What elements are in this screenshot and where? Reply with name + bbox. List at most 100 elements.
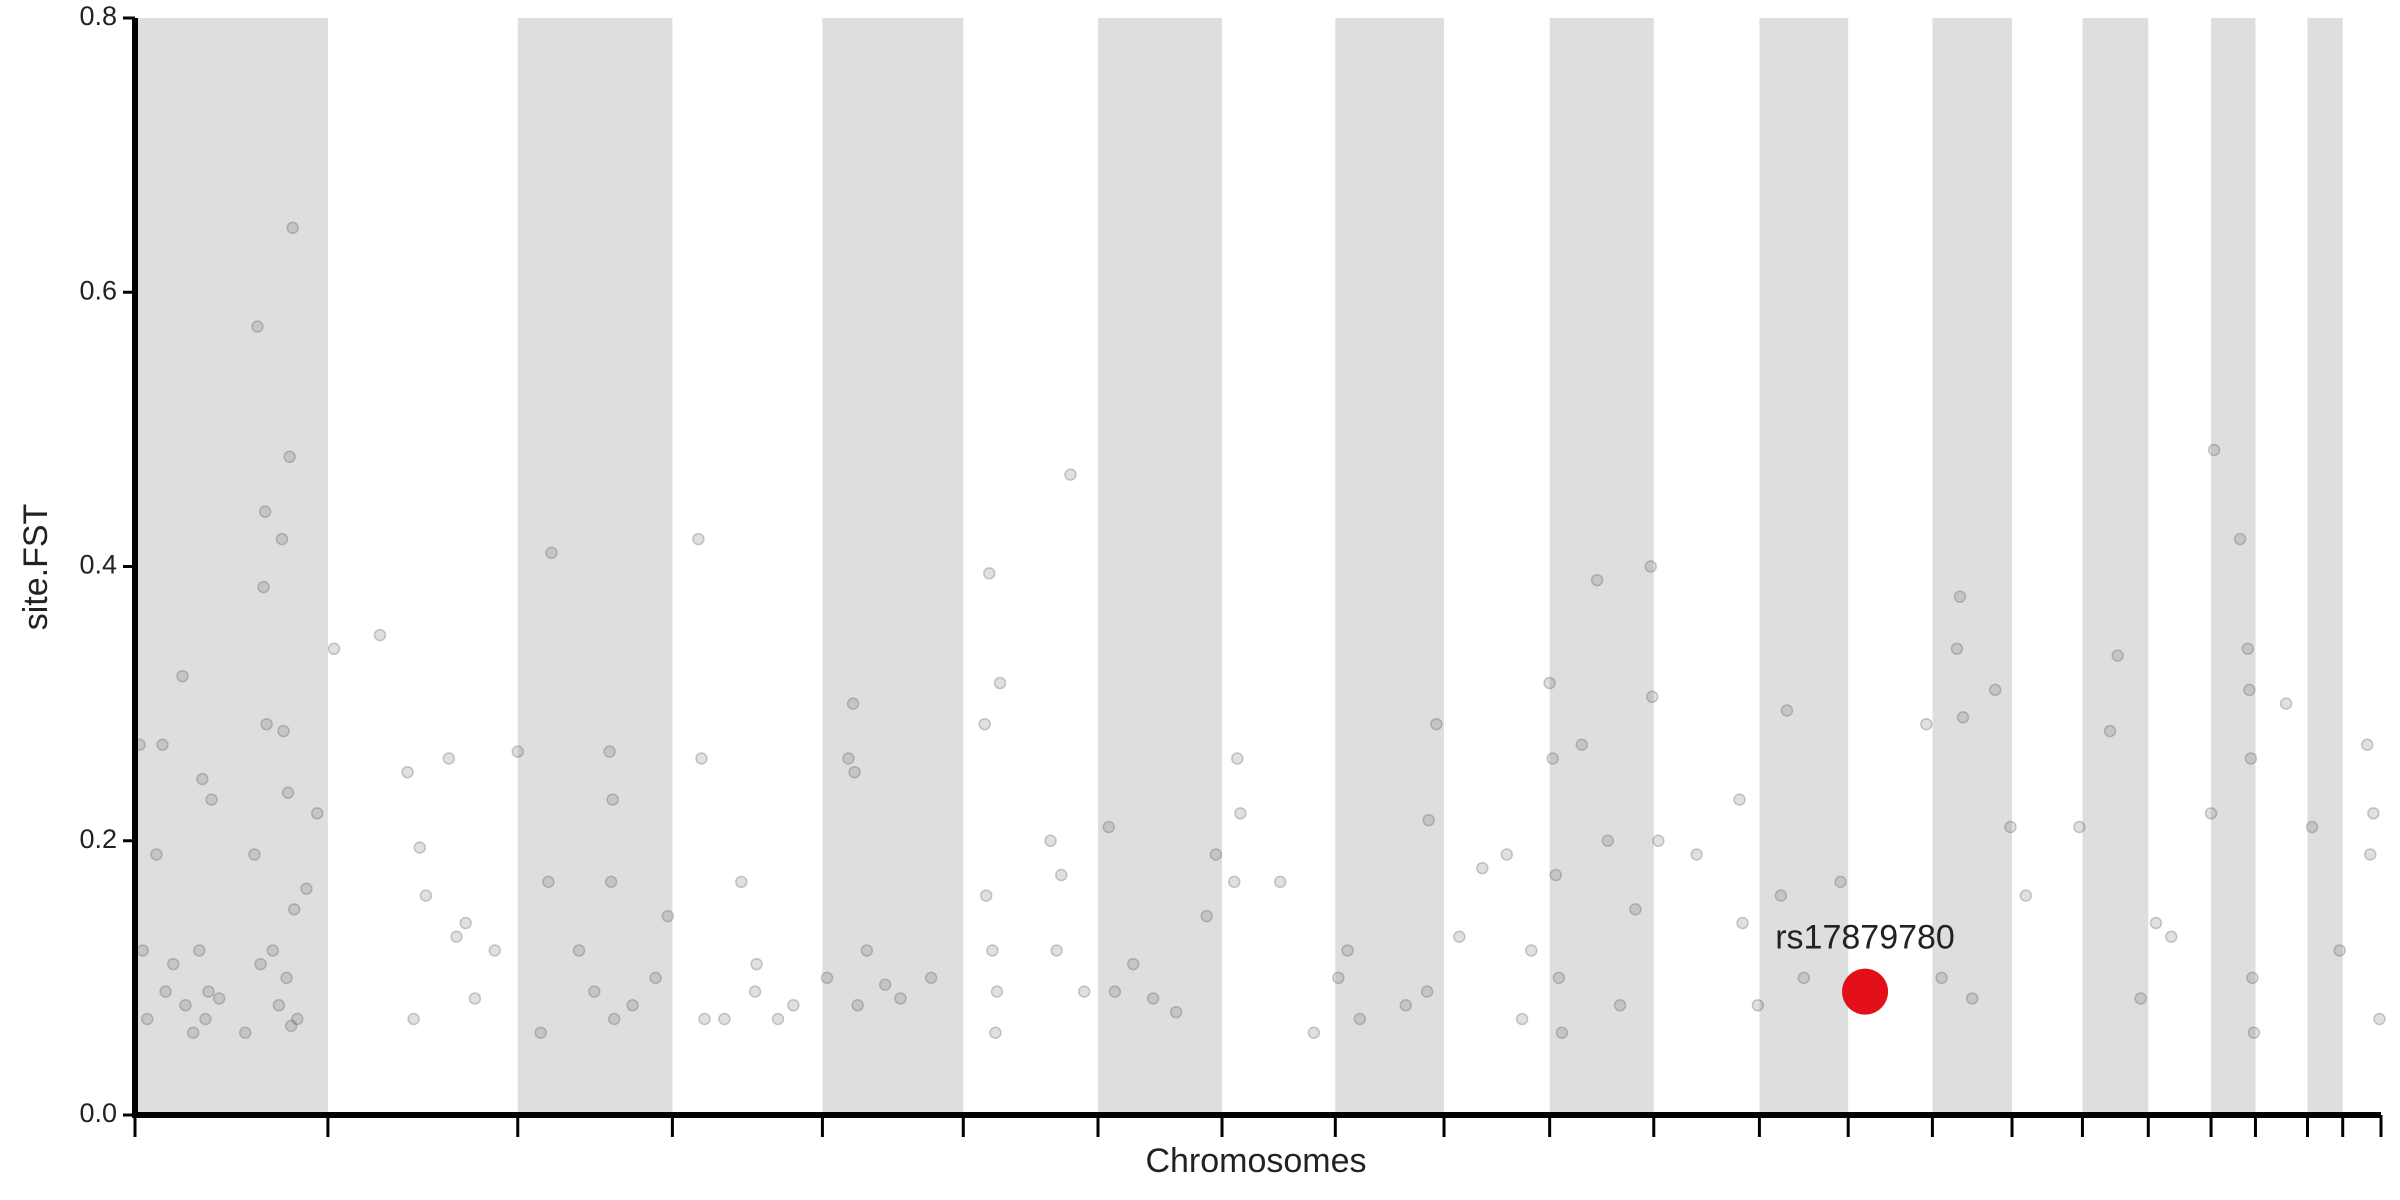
point bbox=[1644, 560, 1657, 573]
point bbox=[2134, 992, 2147, 1005]
point bbox=[771, 1012, 785, 1026]
point bbox=[2207, 443, 2221, 457]
point bbox=[266, 944, 280, 957]
point bbox=[2204, 807, 2218, 820]
chromosome-band bbox=[1335, 18, 1445, 1115]
point bbox=[176, 669, 189, 683]
y-tick-label: 0.6 bbox=[79, 275, 117, 305]
point bbox=[179, 999, 192, 1012]
point bbox=[272, 999, 286, 1012]
point bbox=[2360, 738, 2374, 752]
point bbox=[1645, 690, 1659, 704]
point bbox=[1690, 848, 1703, 861]
point bbox=[860, 944, 874, 957]
point bbox=[2279, 697, 2293, 710]
point bbox=[1332, 971, 1345, 985]
point bbox=[186, 1026, 200, 1039]
point bbox=[260, 717, 273, 731]
point bbox=[1780, 704, 1794, 717]
point bbox=[1399, 999, 1412, 1012]
point bbox=[1108, 985, 1122, 998]
point bbox=[1064, 468, 1077, 481]
point bbox=[1044, 834, 1057, 847]
point bbox=[842, 752, 855, 765]
point bbox=[878, 978, 892, 991]
y-tick-label: 0.2 bbox=[79, 824, 117, 854]
point bbox=[156, 738, 169, 752]
point bbox=[924, 971, 938, 985]
point bbox=[1200, 909, 1213, 923]
point bbox=[1476, 861, 1489, 875]
point bbox=[450, 930, 463, 943]
point bbox=[1546, 752, 1559, 765]
point bbox=[1453, 930, 1466, 943]
point bbox=[1353, 1012, 1367, 1026]
point bbox=[2103, 724, 2117, 738]
chromosome-band bbox=[1549, 18, 1654, 1115]
highlight-label: rs17879780 bbox=[1775, 919, 1955, 957]
point bbox=[419, 889, 433, 902]
point bbox=[1525, 944, 1538, 957]
y-tick-label: 0.0 bbox=[79, 1098, 117, 1128]
point bbox=[1549, 868, 1563, 882]
point bbox=[2333, 944, 2346, 957]
point bbox=[2367, 807, 2380, 820]
point bbox=[2373, 1012, 2386, 1026]
point bbox=[167, 957, 180, 971]
point bbox=[1613, 999, 1627, 1012]
point bbox=[287, 903, 301, 916]
chromosome-band bbox=[1098, 18, 1223, 1115]
point bbox=[989, 1026, 1002, 1039]
chromosome-band bbox=[517, 18, 673, 1115]
point bbox=[990, 985, 1004, 998]
point bbox=[413, 841, 427, 854]
point bbox=[1500, 848, 1514, 861]
point bbox=[1543, 676, 1556, 690]
point bbox=[1077, 985, 1091, 998]
point bbox=[277, 724, 290, 738]
point bbox=[698, 1012, 711, 1026]
point bbox=[150, 848, 163, 861]
point bbox=[280, 971, 293, 985]
point bbox=[1234, 807, 1247, 820]
point bbox=[572, 944, 586, 957]
point bbox=[848, 765, 861, 779]
point bbox=[1920, 717, 1933, 731]
point bbox=[2305, 820, 2319, 834]
point bbox=[407, 1012, 420, 1026]
point bbox=[193, 944, 206, 957]
point bbox=[542, 875, 555, 889]
point bbox=[327, 642, 341, 656]
point bbox=[136, 944, 149, 957]
point bbox=[140, 1012, 154, 1026]
point bbox=[649, 971, 662, 985]
point bbox=[695, 752, 708, 765]
point bbox=[787, 999, 800, 1012]
y-tick-label: 0.4 bbox=[79, 550, 117, 580]
point bbox=[2004, 820, 2017, 834]
point bbox=[603, 745, 616, 758]
point bbox=[692, 532, 705, 546]
point bbox=[1935, 971, 1948, 985]
point bbox=[212, 992, 226, 1005]
chromosome-band bbox=[2307, 18, 2343, 1115]
point bbox=[2247, 1026, 2261, 1039]
point bbox=[373, 628, 387, 642]
point bbox=[1555, 1026, 1569, 1039]
point bbox=[718, 1012, 731, 1026]
point bbox=[626, 999, 639, 1012]
point bbox=[1341, 944, 1354, 957]
point bbox=[254, 957, 267, 971]
point bbox=[1430, 717, 1443, 731]
point bbox=[286, 221, 299, 235]
point bbox=[488, 944, 502, 957]
point bbox=[1751, 999, 1765, 1012]
point bbox=[1231, 752, 1244, 765]
point bbox=[2165, 930, 2178, 943]
point bbox=[238, 1026, 252, 1039]
point bbox=[979, 889, 993, 902]
point bbox=[1209, 848, 1223, 861]
point bbox=[401, 765, 414, 779]
point bbox=[1307, 1026, 1321, 1039]
point bbox=[202, 985, 215, 998]
